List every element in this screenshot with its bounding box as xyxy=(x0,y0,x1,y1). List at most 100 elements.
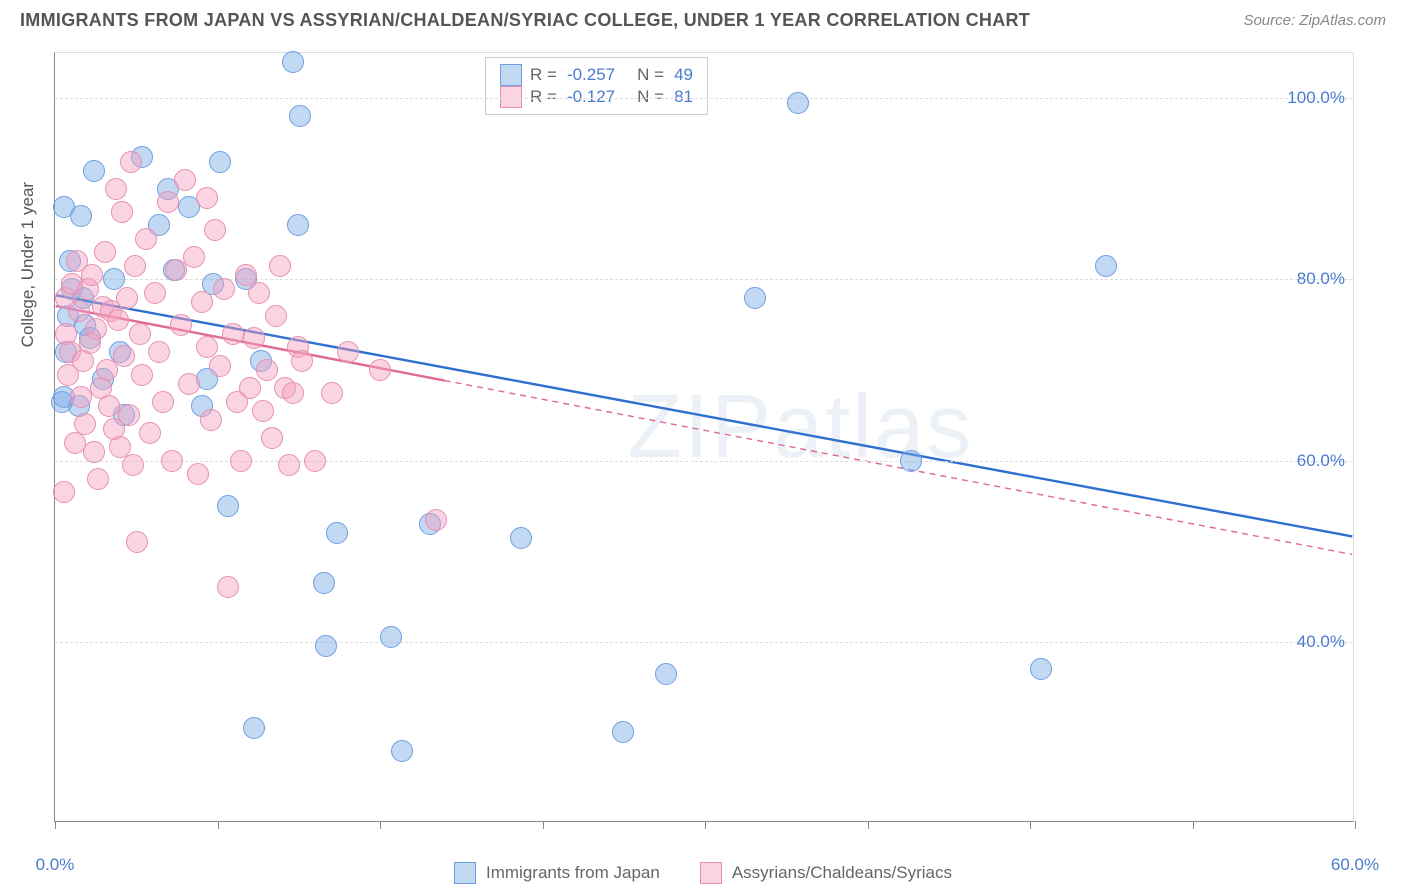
x-tick-mark xyxy=(1193,821,1194,829)
data-point-assyrian xyxy=(124,255,146,277)
legend-swatch-assyrian xyxy=(500,86,522,108)
data-point-assyrian xyxy=(337,341,359,363)
y-axis-label: College, Under 1 year xyxy=(18,182,38,347)
data-point-japan xyxy=(326,522,348,544)
data-point-assyrian xyxy=(53,481,75,503)
data-point-assyrian xyxy=(135,228,157,250)
legend-n-value-assyrian: 81 xyxy=(674,87,693,107)
legend-stat-row-assyrian: R = -0.127 N = 81 xyxy=(500,86,693,108)
data-point-japan xyxy=(612,721,634,743)
data-point-assyrian xyxy=(116,287,138,309)
data-point-assyrian xyxy=(265,305,287,327)
data-point-assyrian xyxy=(204,219,226,241)
data-point-assyrian xyxy=(126,531,148,553)
data-point-assyrian xyxy=(213,278,235,300)
data-point-japan xyxy=(380,626,402,648)
x-tick-mark xyxy=(868,821,869,829)
data-point-japan xyxy=(287,214,309,236)
data-point-assyrian xyxy=(269,255,291,277)
chart-title: IMMIGRANTS FROM JAPAN VS ASSYRIAN/CHALDE… xyxy=(20,10,1030,31)
data-point-japan xyxy=(313,572,335,594)
legend-item-japan: Immigrants from Japan xyxy=(454,862,660,884)
data-point-japan xyxy=(744,287,766,309)
data-point-assyrian xyxy=(170,314,192,336)
data-point-assyrian xyxy=(94,241,116,263)
legend-stat-row-japan: R = -0.257N = 49 xyxy=(500,64,693,86)
data-point-assyrian xyxy=(87,468,109,490)
data-point-assyrian xyxy=(122,454,144,476)
x-tick-mark xyxy=(705,821,706,829)
data-point-japan xyxy=(655,663,677,685)
data-point-japan xyxy=(1030,658,1052,680)
data-point-assyrian xyxy=(369,359,391,381)
plot-area: ZIPatlas R = -0.257N = 49R = -0.127N = 8… xyxy=(54,52,1354,822)
y-tick-label: 80.0% xyxy=(1297,269,1345,289)
legend-swatch-assyrian xyxy=(700,862,722,884)
data-point-assyrian xyxy=(191,291,213,313)
data-point-assyrian xyxy=(243,327,265,349)
data-point-japan xyxy=(391,740,413,762)
trend-line-dash-assyrian xyxy=(445,381,1353,555)
data-point-assyrian xyxy=(217,576,239,598)
data-point-assyrian xyxy=(85,318,107,340)
data-point-assyrian xyxy=(425,509,447,531)
data-point-japan xyxy=(289,105,311,127)
legend-swatch-japan xyxy=(454,862,476,884)
legend-n-value-japan: 49 xyxy=(674,65,693,85)
legend-n-label: N = xyxy=(637,87,664,107)
data-point-assyrian xyxy=(68,300,90,322)
data-point-japan xyxy=(282,51,304,73)
data-point-assyrian xyxy=(321,382,343,404)
legend-label-japan: Immigrants from Japan xyxy=(486,863,660,883)
legend-item-assyrian: Assyrians/Chaldeans/Syriacs xyxy=(700,862,952,884)
data-point-assyrian xyxy=(304,450,326,472)
x-tick-mark xyxy=(55,821,56,829)
data-point-assyrian xyxy=(113,345,135,367)
data-point-assyrian xyxy=(83,441,105,463)
legend-r-label: R = xyxy=(530,87,557,107)
data-point-assyrian xyxy=(282,382,304,404)
data-point-assyrian xyxy=(157,191,179,213)
legend-r-label: R = xyxy=(530,65,557,85)
x-tick-mark xyxy=(1030,821,1031,829)
data-point-assyrian xyxy=(148,341,170,363)
data-point-assyrian xyxy=(248,282,270,304)
y-tick-label: 40.0% xyxy=(1297,632,1345,652)
x-tick-mark xyxy=(543,821,544,829)
data-point-assyrian xyxy=(129,323,151,345)
data-point-japan xyxy=(243,717,265,739)
data-point-assyrian xyxy=(222,323,244,345)
gridline-horizontal xyxy=(55,642,1353,643)
legend-r-value-assyrian: -0.127 xyxy=(567,87,615,107)
stats-legend: R = -0.257N = 49R = -0.127 N = 81 xyxy=(485,57,708,115)
data-point-assyrian xyxy=(144,282,166,304)
data-point-assyrian xyxy=(178,373,200,395)
data-point-japan xyxy=(217,495,239,517)
data-point-assyrian xyxy=(152,391,174,413)
data-point-assyrian xyxy=(256,359,278,381)
data-point-assyrian xyxy=(200,409,222,431)
gridline-horizontal xyxy=(55,98,1353,99)
data-point-assyrian xyxy=(131,364,153,386)
x-tick-mark xyxy=(1355,821,1356,829)
data-point-assyrian xyxy=(118,404,140,426)
data-point-assyrian xyxy=(183,246,205,268)
data-point-assyrian xyxy=(81,264,103,286)
data-point-assyrian xyxy=(278,454,300,476)
data-point-assyrian xyxy=(261,427,283,449)
data-point-assyrian xyxy=(174,169,196,191)
x-tick-mark xyxy=(380,821,381,829)
data-point-assyrian xyxy=(161,450,183,472)
legend-r-value-japan: -0.257 xyxy=(567,65,615,85)
data-point-assyrian xyxy=(105,178,127,200)
legend-swatch-japan xyxy=(500,64,522,86)
data-point-assyrian xyxy=(74,413,96,435)
data-point-assyrian xyxy=(187,463,209,485)
source-label: Source: ZipAtlas.com xyxy=(1243,12,1386,29)
y-tick-label: 100.0% xyxy=(1287,88,1345,108)
data-point-assyrian xyxy=(209,355,231,377)
y-tick-label: 60.0% xyxy=(1297,451,1345,471)
data-point-japan xyxy=(70,205,92,227)
data-point-assyrian xyxy=(230,450,252,472)
data-point-japan xyxy=(315,635,337,657)
